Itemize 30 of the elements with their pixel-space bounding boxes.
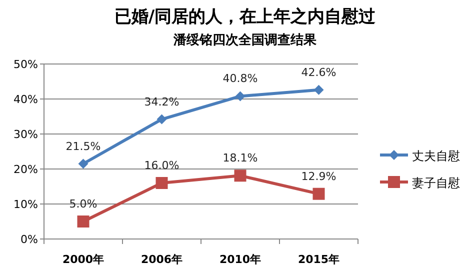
x-tick-label: 2010年 [219,253,262,266]
data-label: 21.5% [66,140,101,153]
y-tick-label: 40% [14,93,38,106]
legend-label: 妻子自慰 [412,176,460,190]
data-label: 18.1% [222,152,258,165]
data-label: 42.6% [301,66,336,79]
x-tick-label: 2000年 [62,253,104,266]
point [78,158,88,169]
y-tick-label: 30% [14,128,38,141]
chart-subtitle: 潘绥铭四次全国调查结果 [172,32,318,48]
point [156,114,167,124]
point [156,177,168,189]
point [312,188,325,200]
y-tick-label: 50% [14,58,38,71]
x-tick-label: 2006年 [140,253,183,266]
data-label: 34.2% [144,95,180,108]
y-tick-label: 20% [14,163,38,176]
chart-title: 已婚/同居的人，在上年之内自慰过 [114,7,377,27]
point [235,91,246,102]
legend-label: 丈夫自慰 [412,149,460,163]
data-label: 40.8% [222,72,258,86]
point [314,84,324,95]
x-tick-label: 2015年 [298,253,340,266]
point [234,170,246,182]
data-label: 12.9% [301,170,336,183]
point [77,216,90,228]
y-tick-label: 0% [20,233,38,246]
data-label: 16.0% [144,159,180,172]
data-label: 5.0% [69,198,98,210]
y-tick-label: 10% [14,198,38,211]
